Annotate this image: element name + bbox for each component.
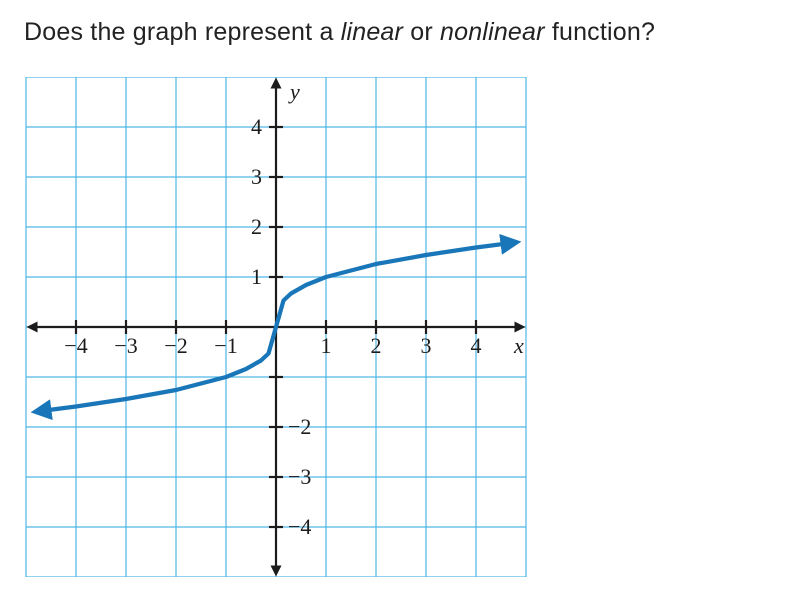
svg-text:3: 3 <box>251 164 262 189</box>
svg-text:−2: −2 <box>288 414 311 439</box>
q-prefix: Does the graph represent a <box>24 18 341 46</box>
svg-text:−3: −3 <box>288 464 311 489</box>
svg-text:−4: −4 <box>288 514 311 539</box>
svg-text:2: 2 <box>371 333 382 358</box>
question-text: Does the graph represent a linear or non… <box>24 18 776 47</box>
svg-text:−3: −3 <box>114 333 137 358</box>
graph-svg: −4 −3 −2 −1 1 2 3 4 1 2 3 4 −2 −3 −4 y x <box>24 77 529 577</box>
svg-text:4: 4 <box>251 114 262 139</box>
svg-text:−1: −1 <box>214 333 237 358</box>
svg-text:y: y <box>288 79 300 104</box>
q-em2: nonlinear <box>440 18 545 46</box>
svg-text:−2: −2 <box>164 333 187 358</box>
svg-text:3: 3 <box>421 333 432 358</box>
svg-text:1: 1 <box>251 264 262 289</box>
svg-text:1: 1 <box>321 333 332 358</box>
cartesian-graph: −4 −3 −2 −1 1 2 3 4 1 2 3 4 −2 −3 −4 y x <box>24 77 529 577</box>
svg-text:2: 2 <box>251 214 262 239</box>
svg-text:−4: −4 <box>64 333 87 358</box>
q-mid: or <box>403 18 440 46</box>
q-suffix: function? <box>545 18 655 46</box>
q-em1: linear <box>341 18 403 46</box>
svg-text:x: x <box>513 333 524 358</box>
svg-text:4: 4 <box>471 333 482 358</box>
